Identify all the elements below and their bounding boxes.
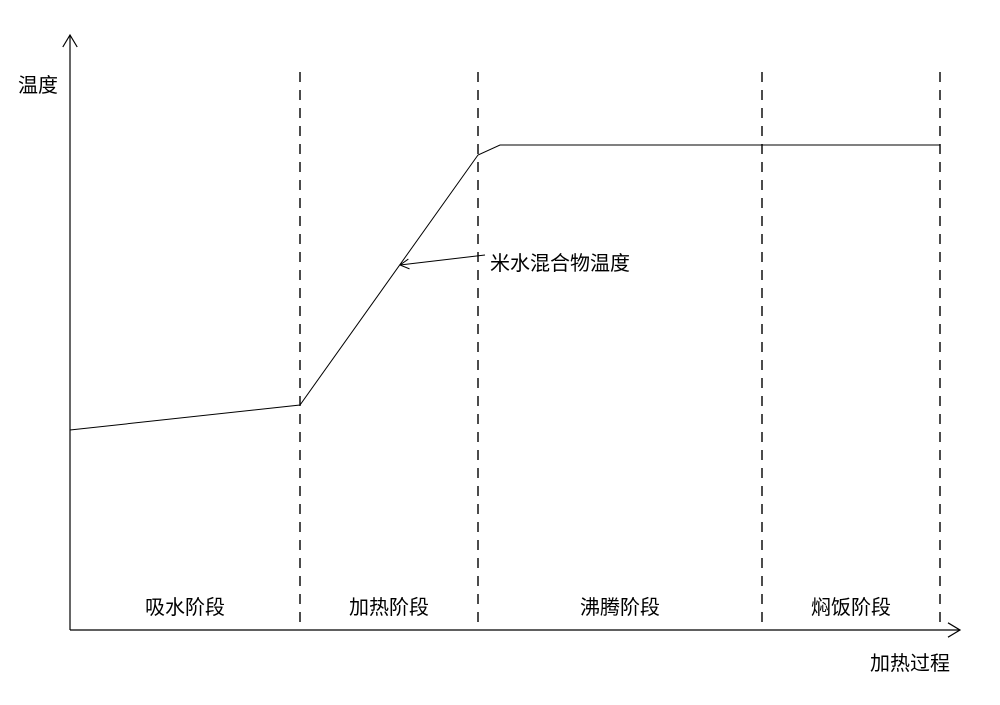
y-axis-label: 温度 (18, 74, 58, 97)
stage-label-0: 吸水阶段 (145, 596, 225, 619)
temperature-chart: 温度加热过程 吸水阶段 加热阶段 沸腾阶段 焖饭阶段 米水混合物温度 (0, 0, 1000, 705)
x-axis-label: 加热过程 (870, 652, 950, 675)
stage-label-1: 加热阶段 (349, 596, 429, 619)
stage-label-3: 焖饭阶段 (811, 596, 891, 619)
stage-label-2: 沸腾阶段 (580, 596, 660, 619)
annotation-text: 米水混合物温度 (490, 252, 630, 275)
annotation-leader (400, 255, 485, 265)
temperature-curve (70, 145, 940, 430)
